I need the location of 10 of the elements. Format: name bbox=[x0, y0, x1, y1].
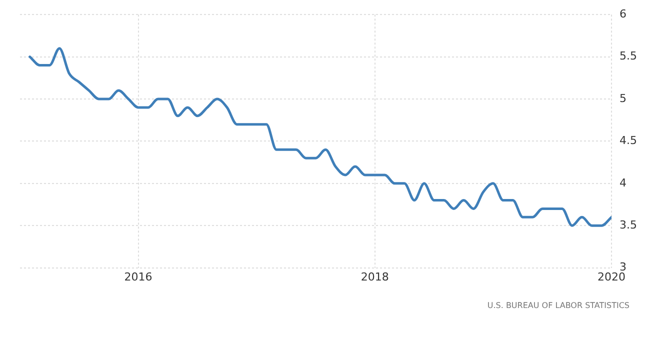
x-tick-label: 2018 bbox=[360, 270, 389, 284]
y-tick-label: 4.5 bbox=[620, 134, 638, 148]
line-series bbox=[28, 47, 612, 227]
y-tick-label: 3.5 bbox=[620, 218, 638, 232]
y-tick-label: 5.5 bbox=[620, 50, 638, 63]
y-tick-label: 5 bbox=[620, 92, 627, 105]
x-tick-label: 2016 bbox=[124, 270, 152, 284]
text: U.S. BUREAU OF LABOR STATISTICS bbox=[487, 300, 630, 310]
y-tick-label: 6 bbox=[620, 7, 627, 20]
y-tick-label: 4 bbox=[620, 176, 627, 190]
